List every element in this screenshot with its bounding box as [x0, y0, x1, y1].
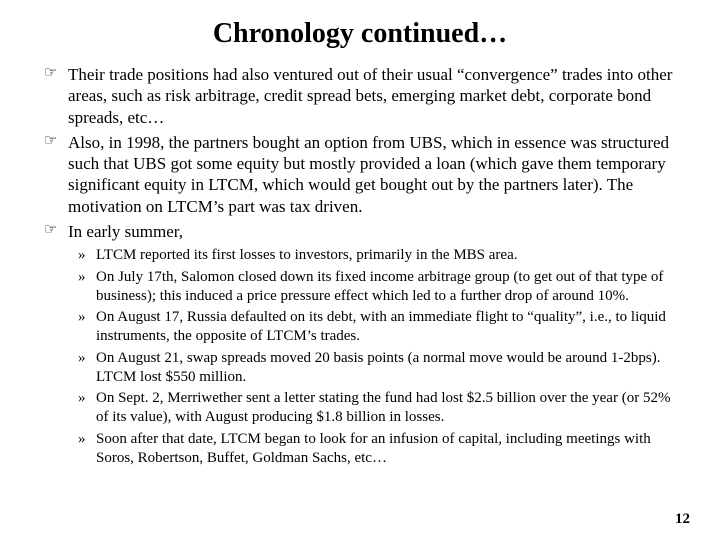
bullet-list: Their trade positions had also ventured …	[40, 64, 680, 467]
sub-bullet-item: On August 17, Russia defaulted on its de…	[96, 308, 680, 346]
sub-bullet-item: On Sept. 2, Merriwether sent a letter st…	[96, 389, 680, 427]
slide: Chronology continued… Their trade positi…	[0, 0, 720, 540]
bullet-text: Also, in 1998, the partners bought an op…	[68, 133, 669, 216]
sub-bullet-list: LTCM reported its first losses to invest…	[68, 246, 680, 467]
sub-bullet-item: On August 21, swap spreads moved 20 basi…	[96, 349, 680, 387]
bullet-item: Their trade positions had also ventured …	[68, 64, 680, 128]
sub-bullet-item: On July 17th, Salomon closed down its fi…	[96, 268, 680, 306]
bullet-item: Also, in 1998, the partners bought an op…	[68, 132, 680, 217]
sub-bullet-item: Soon after that date, LTCM began to look…	[96, 430, 680, 468]
slide-title: Chronology continued…	[40, 18, 680, 50]
bullet-text: In early summer,	[68, 222, 183, 241]
bullet-item: In early summer, LTCM reported its first…	[68, 221, 680, 468]
page-number: 12	[675, 511, 690, 528]
sub-bullet-item: LTCM reported its first losses to invest…	[96, 246, 680, 265]
bullet-text: Their trade positions had also ventured …	[68, 65, 672, 127]
